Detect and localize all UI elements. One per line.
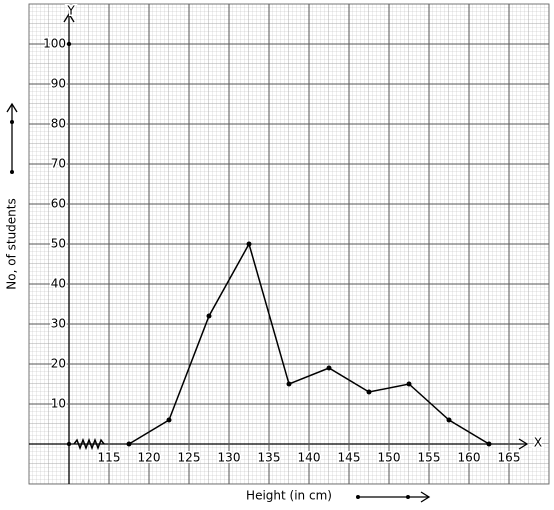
point <box>446 417 452 423</box>
plot-layer: 10 20 30 40 50 60 70 80 90 100 115 120 125 130 135 140 1… <box>29 4 549 484</box>
x-axis-name: X <box>534 436 542 450</box>
y-tick-label: 70 <box>51 157 66 171</box>
x-axis-label: Height (in cm) <box>246 489 332 503</box>
y-tick-label: 90 <box>51 77 66 91</box>
x-tick-label: 145 <box>338 451 361 465</box>
arrow-dots <box>10 120 410 499</box>
point <box>486 441 492 447</box>
point <box>246 241 252 247</box>
y-axis-label: No, of students <box>5 198 19 289</box>
point <box>286 381 292 387</box>
x-tick-label: 150 <box>378 451 401 465</box>
y-top-dot <box>66 41 72 47</box>
x-tick-label: 135 <box>258 451 281 465</box>
x-axis-arrow <box>518 438 529 450</box>
y-axis-name: Y <box>66 4 75 18</box>
y-tick-label: 10 <box>51 397 66 411</box>
y-tick-label: 60 <box>51 197 66 211</box>
x-tick-label: 165 <box>498 451 521 465</box>
point <box>326 365 332 371</box>
origin-dot <box>66 441 72 447</box>
y-tick-label: 20 <box>51 357 66 371</box>
point <box>406 381 412 387</box>
x-tick-label: 125 <box>178 451 201 465</box>
point <box>166 417 172 423</box>
axis-break <box>73 437 105 451</box>
y-tick-label: 100 <box>43 37 66 51</box>
line <box>128 242 490 445</box>
x-tick-label: 140 <box>298 451 321 465</box>
direction-arrows <box>6 102 431 503</box>
x-tick-label: 120 <box>138 451 161 465</box>
x-tick-label: 130 <box>218 451 241 465</box>
y-tick-label: 50 <box>51 237 66 251</box>
x-tick-label: 155 <box>418 451 441 465</box>
y-tick-label: 40 <box>51 277 66 291</box>
x-tick-label: 115 <box>98 451 121 465</box>
point <box>366 389 372 395</box>
point <box>126 441 132 447</box>
point <box>206 313 212 319</box>
x-tick-label: 160 <box>458 451 481 465</box>
y-tick-label: 80 <box>51 117 66 131</box>
y-axis-arrow <box>63 12 75 23</box>
y-tick-label: 30 <box>51 317 66 331</box>
